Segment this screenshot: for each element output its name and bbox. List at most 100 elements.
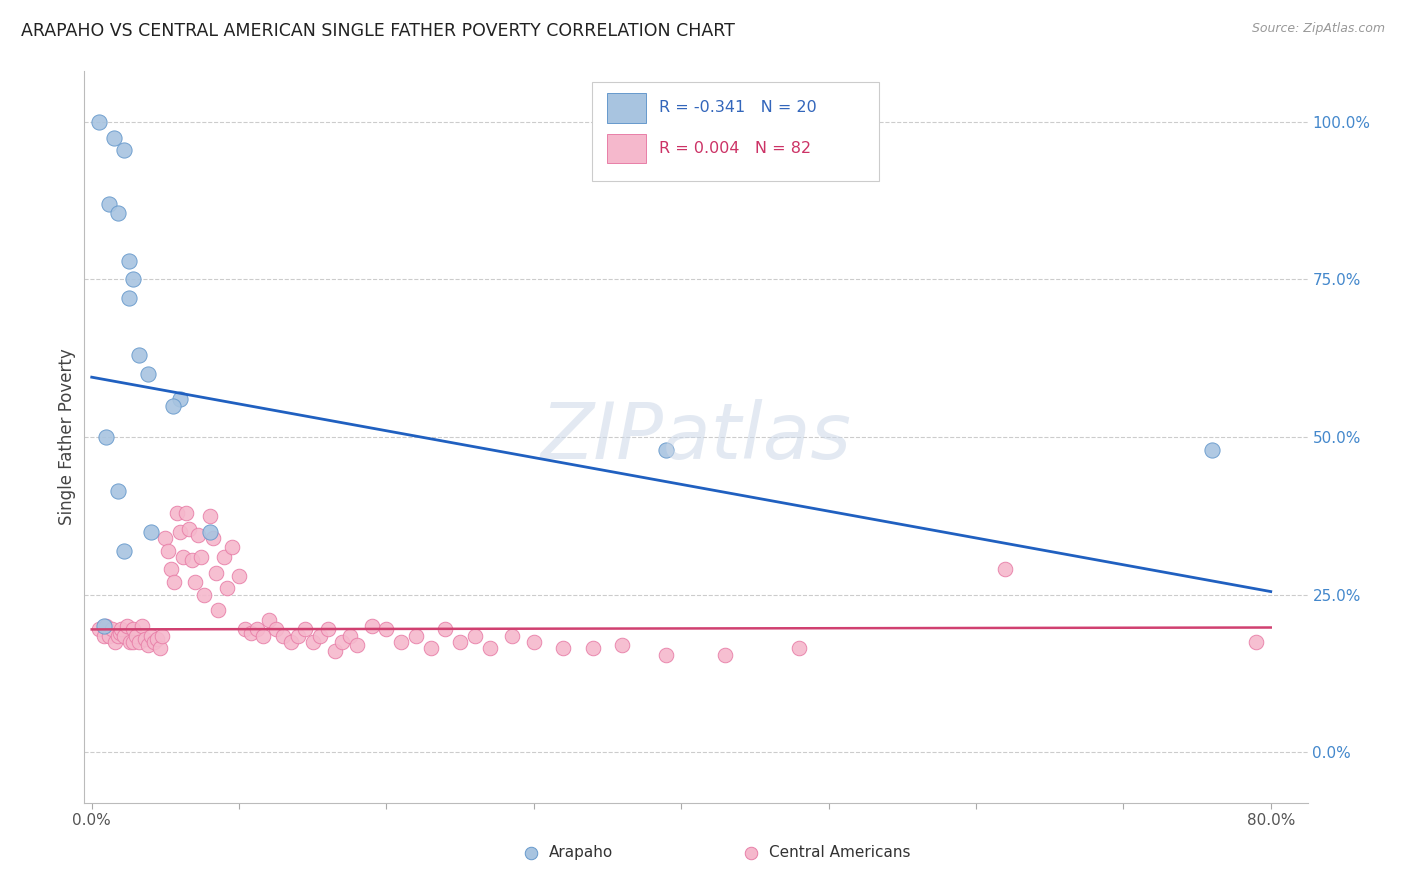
- Point: [112, 543, 135, 558]
- Point: [287, 629, 309, 643]
- Point: [98, 196, 121, 211]
- Text: R = -0.341   N = 20: R = -0.341 N = 20: [659, 101, 817, 115]
- Point: [169, 392, 191, 407]
- Point: [252, 629, 274, 643]
- Text: Central Americans: Central Americans: [769, 845, 911, 860]
- Point: [96, 430, 118, 444]
- FancyBboxPatch shape: [606, 134, 645, 163]
- Point: [198, 508, 221, 523]
- Point: [994, 562, 1017, 576]
- Point: [136, 638, 159, 652]
- Point: [221, 541, 243, 555]
- Point: [134, 632, 156, 646]
- FancyBboxPatch shape: [606, 94, 645, 122]
- Point: [157, 543, 180, 558]
- Point: [207, 603, 229, 617]
- Point: [98, 629, 121, 643]
- Point: [169, 524, 191, 539]
- Text: Arapaho: Arapaho: [550, 845, 613, 860]
- Point: [174, 506, 197, 520]
- Point: [405, 629, 427, 643]
- Point: [301, 635, 323, 649]
- Point: [246, 623, 269, 637]
- Point: [101, 623, 124, 637]
- Point: [107, 629, 129, 643]
- Point: [316, 623, 339, 637]
- Point: [434, 623, 457, 637]
- Point: [166, 506, 188, 520]
- Point: [339, 629, 361, 643]
- Point: [553, 641, 575, 656]
- Point: [1244, 635, 1267, 649]
- Point: [128, 635, 150, 649]
- Point: [104, 635, 127, 649]
- Point: [198, 524, 221, 539]
- Point: [478, 641, 501, 656]
- Point: [112, 629, 135, 643]
- Point: [228, 569, 250, 583]
- Point: [142, 635, 165, 649]
- Point: [87, 623, 110, 637]
- Point: [330, 635, 353, 649]
- Point: [117, 253, 139, 268]
- Point: [136, 367, 159, 381]
- Point: [181, 553, 204, 567]
- Point: [273, 629, 295, 643]
- Point: [125, 629, 148, 643]
- Point: [280, 635, 302, 649]
- Point: [419, 641, 441, 656]
- Text: Source: ZipAtlas.com: Source: ZipAtlas.com: [1251, 22, 1385, 36]
- Point: [375, 623, 398, 637]
- Point: [655, 442, 678, 457]
- Point: [107, 483, 129, 498]
- Point: [110, 623, 132, 637]
- Text: ARAPAHO VS CENTRAL AMERICAN SINGLE FATHER POVERTY CORRELATION CHART: ARAPAHO VS CENTRAL AMERICAN SINGLE FATHE…: [21, 22, 735, 40]
- Point: [233, 623, 256, 637]
- Point: [190, 549, 212, 564]
- Point: [523, 635, 546, 649]
- Point: [239, 625, 262, 640]
- Point: [655, 648, 678, 662]
- Point: [201, 531, 224, 545]
- Point: [96, 619, 118, 633]
- Point: [294, 623, 316, 637]
- Point: [163, 575, 186, 590]
- Point: [360, 619, 382, 633]
- Point: [177, 521, 200, 535]
- Point: [214, 549, 236, 564]
- Point: [187, 528, 209, 542]
- Point: [122, 635, 145, 649]
- Text: ZIPatlas: ZIPatlas: [540, 399, 852, 475]
- Point: [714, 648, 737, 662]
- Point: [152, 629, 174, 643]
- Point: [264, 623, 287, 637]
- Point: [115, 619, 138, 633]
- Point: [128, 348, 150, 362]
- Point: [118, 635, 141, 649]
- Point: [148, 641, 170, 656]
- FancyBboxPatch shape: [592, 82, 880, 181]
- Point: [449, 635, 471, 649]
- Point: [139, 629, 162, 643]
- Point: [217, 582, 239, 596]
- Point: [257, 613, 280, 627]
- Point: [93, 629, 115, 643]
- Point: [389, 635, 412, 649]
- Point: [131, 619, 153, 633]
- Point: [501, 629, 523, 643]
- Point: [145, 632, 167, 646]
- Point: [204, 566, 226, 580]
- Point: [155, 531, 177, 545]
- Point: [103, 130, 125, 145]
- Point: [160, 562, 183, 576]
- Point: [612, 638, 634, 652]
- Point: [346, 638, 368, 652]
- Point: [323, 644, 346, 658]
- Point: [139, 524, 162, 539]
- Point: [184, 575, 207, 590]
- Text: R = 0.004   N = 82: R = 0.004 N = 82: [659, 141, 811, 156]
- Point: [172, 549, 194, 564]
- Point: [112, 143, 135, 157]
- Y-axis label: Single Father Poverty: Single Father Poverty: [58, 349, 76, 525]
- Point: [122, 623, 145, 637]
